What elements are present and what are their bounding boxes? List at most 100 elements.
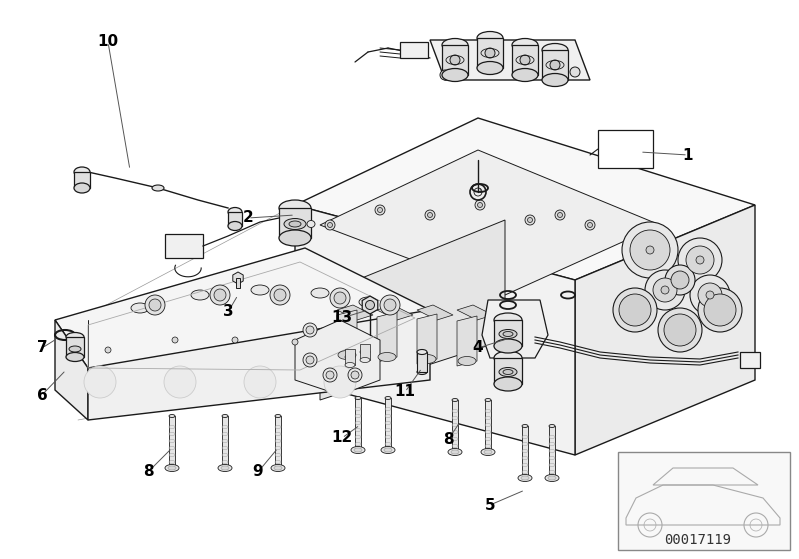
Polygon shape	[295, 118, 755, 280]
Ellipse shape	[522, 424, 528, 428]
Ellipse shape	[131, 303, 149, 313]
Circle shape	[555, 210, 565, 220]
Polygon shape	[337, 305, 373, 320]
Ellipse shape	[458, 357, 476, 366]
Ellipse shape	[442, 69, 468, 82]
Ellipse shape	[417, 349, 427, 354]
Bar	[74, 172, 90, 188]
Circle shape	[149, 299, 161, 311]
Ellipse shape	[385, 396, 391, 400]
Text: 1: 1	[683, 148, 694, 163]
Polygon shape	[457, 316, 477, 366]
Circle shape	[661, 286, 669, 294]
Circle shape	[587, 222, 593, 228]
Circle shape	[678, 238, 722, 282]
Circle shape	[365, 301, 375, 310]
Ellipse shape	[360, 349, 370, 354]
Polygon shape	[88, 310, 430, 420]
Bar	[66, 337, 84, 357]
Bar	[345, 349, 355, 365]
Ellipse shape	[494, 377, 522, 391]
Ellipse shape	[289, 221, 301, 227]
Ellipse shape	[279, 230, 311, 246]
Ellipse shape	[228, 221, 242, 230]
Text: 13: 13	[332, 310, 352, 325]
Ellipse shape	[503, 369, 513, 375]
Circle shape	[384, 299, 396, 311]
Ellipse shape	[548, 476, 556, 480]
Text: 5: 5	[485, 498, 495, 513]
Circle shape	[105, 347, 111, 353]
Polygon shape	[457, 305, 493, 320]
Text: 2: 2	[243, 211, 253, 225]
Circle shape	[619, 294, 651, 326]
Circle shape	[585, 220, 595, 230]
Ellipse shape	[271, 465, 285, 471]
Circle shape	[475, 200, 485, 210]
Text: 9: 9	[252, 465, 264, 480]
Ellipse shape	[279, 200, 311, 216]
Polygon shape	[430, 40, 590, 80]
Text: 10: 10	[97, 35, 118, 50]
Circle shape	[351, 371, 359, 379]
Ellipse shape	[165, 465, 179, 471]
Text: 6: 6	[37, 387, 47, 402]
Circle shape	[325, 220, 335, 230]
Ellipse shape	[74, 167, 90, 177]
Polygon shape	[482, 300, 548, 358]
Ellipse shape	[451, 450, 459, 454]
Circle shape	[630, 230, 670, 270]
Text: 4: 4	[473, 340, 483, 356]
Ellipse shape	[418, 354, 436, 363]
Bar	[598, 130, 653, 168]
Circle shape	[450, 55, 460, 65]
Bar	[355, 398, 361, 450]
Ellipse shape	[452, 399, 458, 401]
Text: 00017119: 00017119	[665, 533, 732, 547]
Circle shape	[210, 285, 230, 305]
Polygon shape	[417, 305, 453, 320]
Text: 3: 3	[223, 305, 233, 320]
Circle shape	[485, 48, 495, 58]
Bar	[169, 416, 175, 468]
Polygon shape	[575, 205, 755, 455]
Ellipse shape	[284, 219, 306, 230]
Circle shape	[244, 366, 276, 398]
Ellipse shape	[274, 466, 282, 470]
Bar	[494, 320, 522, 346]
Circle shape	[520, 55, 530, 65]
Bar	[494, 358, 522, 384]
Circle shape	[613, 288, 657, 332]
Ellipse shape	[442, 39, 468, 51]
Ellipse shape	[481, 448, 495, 456]
Circle shape	[84, 366, 116, 398]
Circle shape	[323, 368, 337, 382]
Circle shape	[348, 368, 362, 382]
Circle shape	[704, 294, 736, 326]
Ellipse shape	[542, 44, 568, 56]
Circle shape	[658, 308, 702, 352]
Ellipse shape	[228, 207, 242, 216]
Ellipse shape	[503, 331, 513, 337]
Bar	[360, 344, 370, 360]
Circle shape	[232, 337, 238, 343]
Ellipse shape	[74, 183, 90, 193]
Circle shape	[292, 339, 298, 345]
Bar	[417, 352, 427, 372]
Ellipse shape	[417, 369, 427, 375]
Polygon shape	[377, 305, 413, 320]
Bar	[542, 50, 568, 80]
Ellipse shape	[191, 290, 209, 300]
Ellipse shape	[545, 475, 559, 481]
Circle shape	[375, 205, 385, 215]
Ellipse shape	[345, 354, 355, 359]
Circle shape	[664, 314, 696, 346]
Circle shape	[427, 212, 432, 217]
Ellipse shape	[518, 475, 532, 481]
Circle shape	[550, 60, 560, 70]
Ellipse shape	[494, 339, 522, 353]
Circle shape	[698, 283, 722, 307]
Ellipse shape	[494, 313, 522, 327]
Ellipse shape	[66, 333, 84, 342]
Ellipse shape	[499, 367, 517, 377]
